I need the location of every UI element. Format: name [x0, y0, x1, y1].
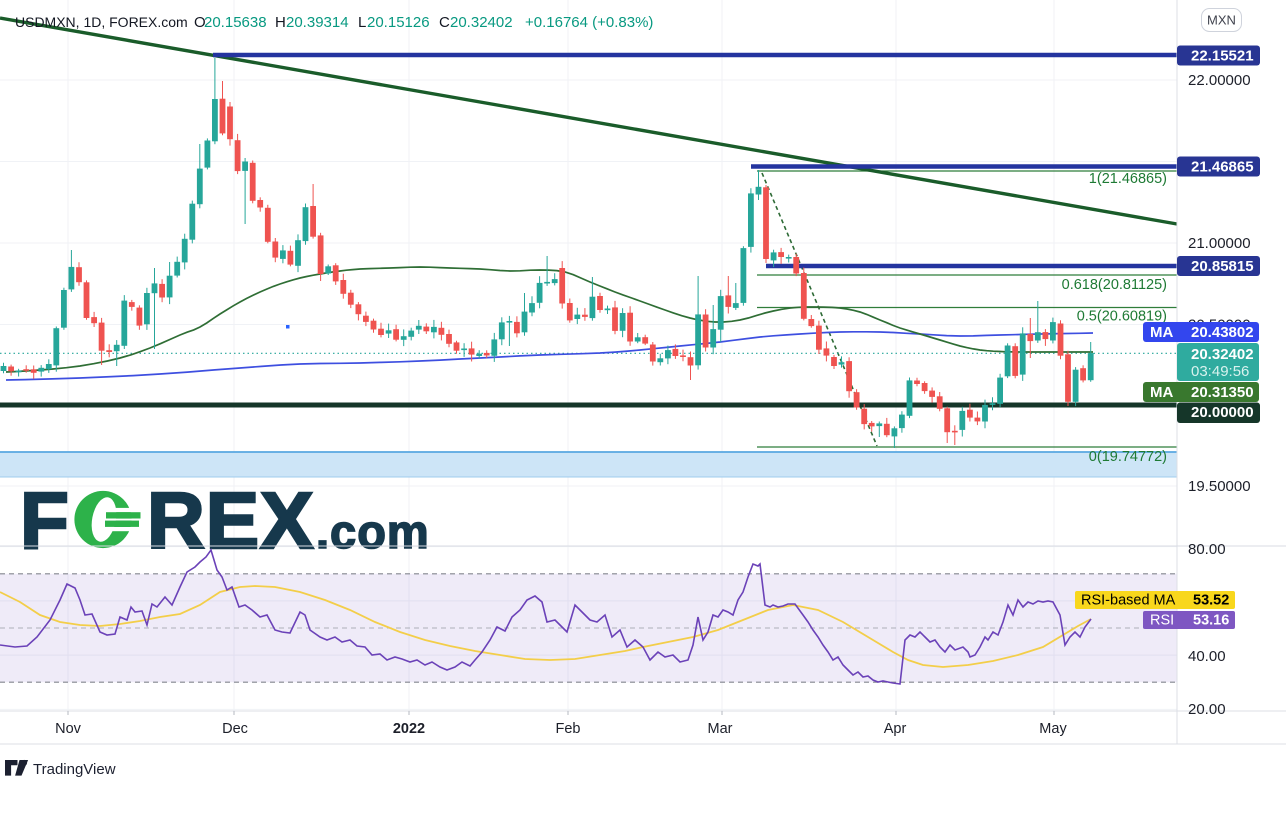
svg-text:20.32402: 20.32402: [1191, 346, 1254, 363]
svg-text:.com: .com: [316, 505, 430, 558]
svg-text:21.46865: 21.46865: [1191, 159, 1254, 176]
svg-text:20.85815: 20.85815: [1191, 258, 1254, 275]
svg-text:MA: MA: [1150, 324, 1173, 341]
svg-text:Feb: Feb: [556, 721, 581, 737]
svg-text:22.15521: 22.15521: [1191, 48, 1254, 65]
svg-text:20.39314: 20.39314: [286, 14, 349, 31]
svg-text:MXN: MXN: [1207, 13, 1236, 28]
svg-text:RSI-based MA: RSI-based MA: [1081, 593, 1176, 609]
svg-text:0.5(20.60819): 0.5(20.60819): [1077, 309, 1167, 325]
svg-text:1(21.46865): 1(21.46865): [1089, 171, 1167, 187]
svg-text:20.00: 20.00: [1188, 701, 1226, 718]
svg-text:03:49:56: 03:49:56: [1191, 363, 1249, 380]
svg-text:20.43802: 20.43802: [1191, 324, 1254, 341]
svg-text:Nov: Nov: [55, 721, 82, 737]
svg-text:USDMXN, 1D, FOREX.com: USDMXN, 1D, FOREX.com: [15, 14, 188, 30]
svg-text:MA: MA: [1150, 384, 1173, 401]
svg-text:H: H: [275, 14, 286, 31]
svg-text:RSI: RSI: [1150, 613, 1174, 629]
svg-text:REX: REX: [147, 476, 315, 565]
svg-text:20.32402: 20.32402: [450, 14, 513, 31]
svg-text:+0.16764 (+0.83%): +0.16764 (+0.83%): [525, 14, 653, 31]
svg-text:22.00000: 22.00000: [1188, 72, 1251, 89]
svg-text:Apr: Apr: [884, 721, 907, 737]
svg-text:L: L: [358, 14, 366, 31]
svg-text:C: C: [439, 14, 450, 31]
svg-text:53.16: 53.16: [1193, 613, 1229, 629]
svg-text:Dec: Dec: [222, 721, 248, 737]
svg-text:20.15638: 20.15638: [204, 14, 267, 31]
svg-text:0.618(20.81125): 0.618(20.81125): [1062, 277, 1167, 293]
svg-text:0(19.74772): 0(19.74772): [1089, 449, 1167, 465]
svg-text:F: F: [20, 476, 69, 565]
svg-text:20.00000: 20.00000: [1191, 404, 1254, 421]
svg-text:Mar: Mar: [708, 721, 733, 737]
svg-text:80.00: 80.00: [1188, 541, 1226, 558]
svg-text:May: May: [1039, 721, 1067, 737]
svg-text:19.50000: 19.50000: [1188, 478, 1251, 495]
svg-text:40.00: 40.00: [1188, 648, 1226, 665]
svg-text:TradingView: TradingView: [33, 761, 116, 778]
svg-text:53.52: 53.52: [1193, 593, 1229, 609]
svg-text:20.31350: 20.31350: [1191, 384, 1254, 401]
svg-text:21.00000: 21.00000: [1188, 235, 1251, 252]
svg-text:O: O: [194, 14, 206, 31]
svg-text:2022: 2022: [393, 721, 425, 737]
svg-text:20.15126: 20.15126: [367, 14, 430, 31]
